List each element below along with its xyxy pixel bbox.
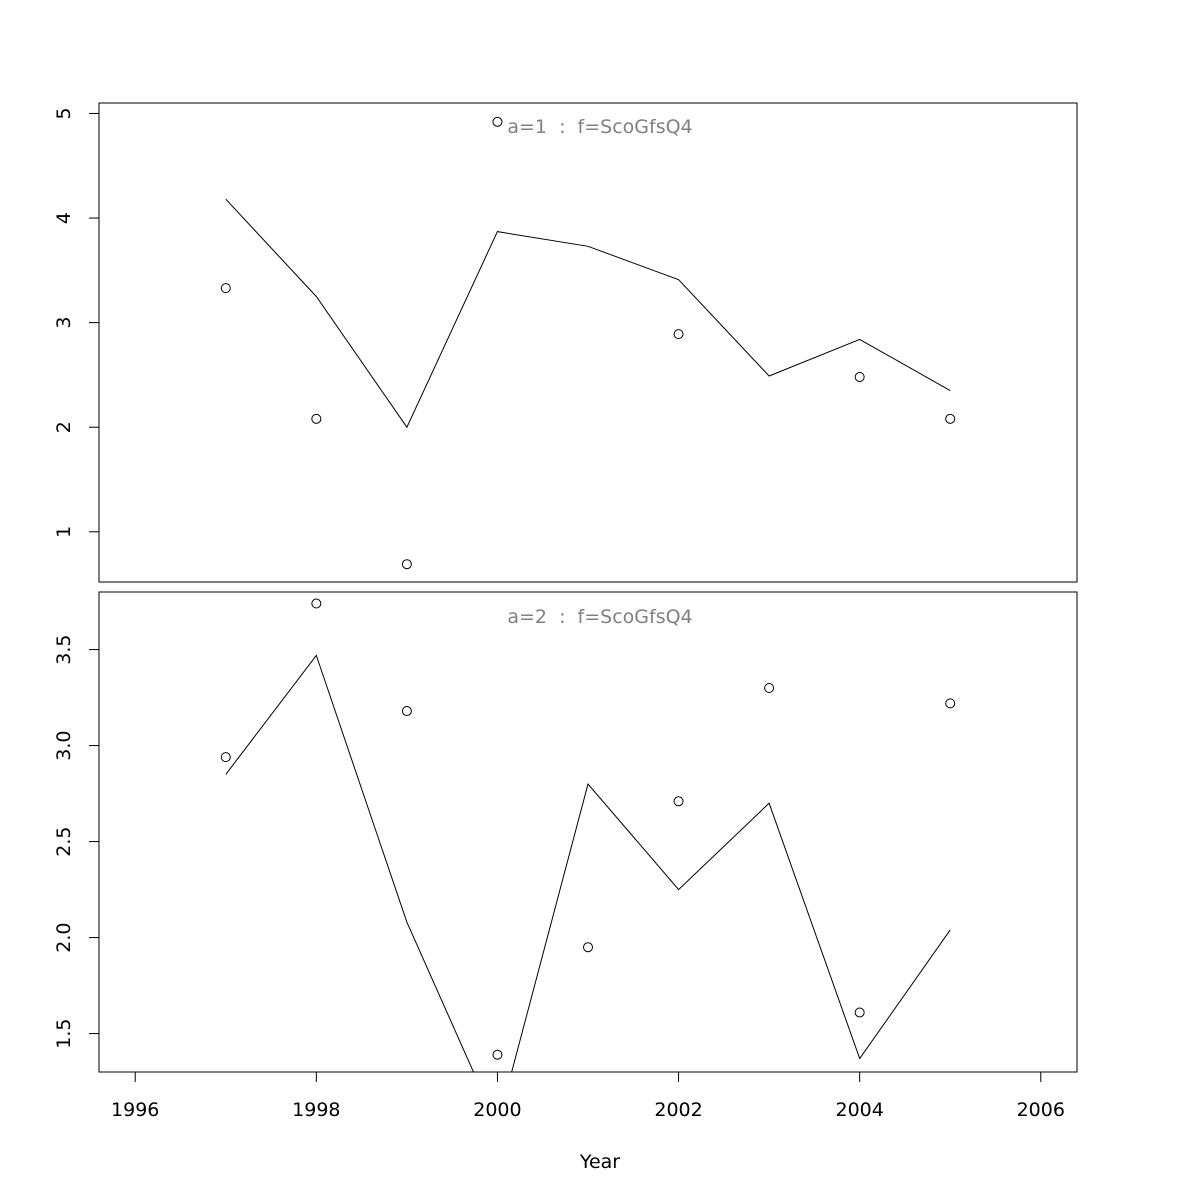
- y-axis: 1 2 3 4 5: [53, 107, 99, 538]
- x-tick-label: 2004: [835, 1099, 883, 1121]
- data-point: [673, 796, 684, 807]
- data-point: [401, 559, 412, 570]
- x-tick-label: 1998: [292, 1099, 340, 1121]
- data-point: [220, 752, 231, 763]
- panel-title: a=1 : f=ScoGfsQ4: [507, 116, 692, 138]
- series-line: [225, 654, 951, 1072]
- data-point: [764, 683, 775, 693]
- data-point: [492, 1049, 503, 1060]
- y-tick-label: 1: [53, 526, 75, 538]
- data-point: [854, 372, 865, 383]
- fitted-line: [225, 654, 951, 1072]
- x-tick-label: 2000: [473, 1099, 521, 1121]
- y-tick-label: 3.0: [53, 730, 75, 760]
- panel-a1: a=1 : f=ScoGfsQ4 1 2 3 4 5: [53, 102, 1078, 583]
- fitted-line: [225, 198, 951, 429]
- panel-frame: [98, 102, 1078, 583]
- x-tick-label: 1996: [111, 1099, 159, 1121]
- x-axis-label: Year: [579, 1151, 620, 1173]
- data-point: [945, 413, 956, 424]
- y-tick-label: 1.5: [53, 1018, 75, 1048]
- data-point: [311, 413, 322, 424]
- data-point: [220, 283, 231, 294]
- data-point: [311, 598, 322, 609]
- data-point: [673, 329, 684, 340]
- data-point: [401, 706, 412, 717]
- y-tick-label: 3.5: [53, 634, 75, 664]
- data-point: [492, 116, 503, 127]
- series-points: [220, 598, 956, 1060]
- data-point: [945, 698, 956, 709]
- data-point: [583, 942, 593, 953]
- y-axis: 1.5 2.0 2.5 3.0 3.5: [53, 634, 99, 1049]
- panel-a2: a=2 : f=ScoGfsQ4 1.5 2.0 2.5 3.0 3.5: [53, 591, 1078, 1073]
- panel-title: a=2 : f=ScoGfsQ4: [507, 606, 692, 628]
- series-line: [225, 198, 951, 429]
- x-tick-label: 2006: [1017, 1099, 1065, 1121]
- y-tick-label: 2.5: [53, 826, 75, 856]
- x-tick-label: 2002: [654, 1099, 702, 1121]
- series-points: [220, 116, 956, 570]
- y-tick-label: 3: [53, 317, 75, 329]
- y-tick-label: 5: [53, 107, 75, 119]
- y-tick-label: 4: [53, 212, 75, 224]
- y-tick-label: 2.0: [53, 922, 75, 952]
- x-axis: 1996 1998 2000 2002 2004 2006: [111, 1071, 1065, 1121]
- y-tick-label: 2: [53, 421, 75, 433]
- data-point: [854, 1007, 865, 1018]
